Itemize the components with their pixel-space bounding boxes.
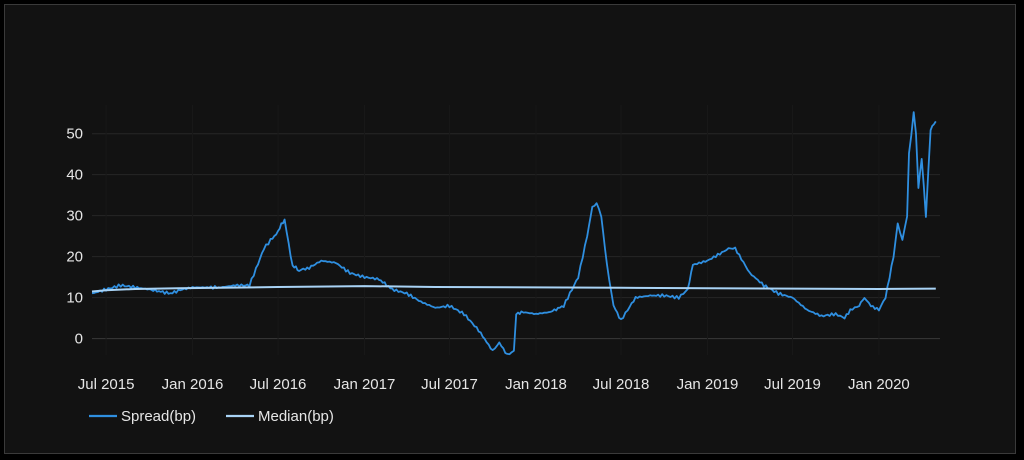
spread-line xyxy=(91,111,937,356)
median-line xyxy=(91,285,936,293)
y-tick-label: 30 xyxy=(66,208,83,225)
x-tick-label: Jan 2017 xyxy=(334,376,396,393)
legend-item-median[interactable]: Median(bp) xyxy=(226,408,334,425)
legend-label-median: Median(bp) xyxy=(258,408,334,425)
legend-label-spread: Spread(bp) xyxy=(121,408,196,425)
x-tick-label: Jul 2016 xyxy=(250,376,307,393)
x-tick-label: Jan 2018 xyxy=(505,376,567,393)
x-tick-label: Jan 2019 xyxy=(677,376,739,393)
y-tick-label: 40 xyxy=(66,167,83,184)
chart-svg: 0 10 20 30 40 50 Jul 2015 Jan 2016 Jul 2016 Jan … xyxy=(66,105,940,425)
x-tick-label: Jan 2020 xyxy=(848,376,910,393)
chart-panel: 0 10 20 30 40 50 Jul 2015 Jan 2016 Jul 2016 Jan … xyxy=(4,4,1016,454)
y-tick-label: 20 xyxy=(66,249,83,266)
legend: Spread(bp) Median(bp) xyxy=(89,408,334,425)
x-axis: Jul 2015 Jan 2016 Jul 2016 Jan 2017 Jul 2017… xyxy=(78,376,910,393)
plot-area xyxy=(91,111,937,356)
grid xyxy=(92,105,940,355)
x-tick-label: Jul 2019 xyxy=(764,376,821,393)
x-tick-label: Jul 2018 xyxy=(593,376,650,393)
x-tick-label: Jan 2016 xyxy=(162,376,224,393)
y-tick-label: 50 xyxy=(66,126,83,143)
legend-item-spread[interactable]: Spread(bp) xyxy=(89,408,196,425)
x-tick-label: Jul 2017 xyxy=(421,376,478,393)
x-tick-label: Jul 2015 xyxy=(78,376,135,393)
y-axis: 0 10 20 30 40 50 xyxy=(66,126,83,348)
y-tick-label: 10 xyxy=(66,290,83,307)
y-tick-label: 0 xyxy=(75,331,83,348)
